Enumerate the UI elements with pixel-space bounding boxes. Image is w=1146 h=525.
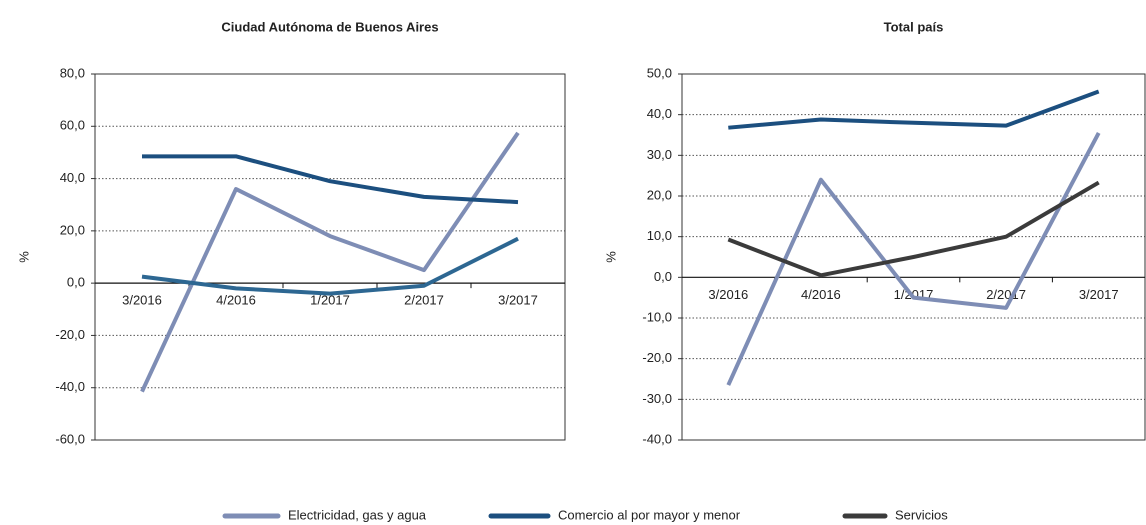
y-tick-label: -10,0 (642, 309, 672, 324)
y-tick-label: 80,0 (60, 65, 85, 80)
y-axis-label: % (16, 251, 31, 263)
x-tick-label: 1/2017 (310, 293, 350, 308)
legend-label: Servicios (895, 507, 948, 522)
y-tick-label: 20,0 (647, 187, 672, 202)
y-axis-label: % (603, 251, 618, 263)
y-tick-label: 0,0 (67, 275, 85, 290)
series-line (140, 131, 520, 393)
x-tick-label: 3/2017 (498, 293, 538, 308)
y-tick-label: 10,0 (647, 228, 672, 243)
x-tick-label: 2/2017 (986, 287, 1026, 302)
y-tick-label: -20,0 (55, 327, 85, 342)
x-tick-label: 3/2016 (708, 287, 748, 302)
x-tick-label: 3/2017 (1079, 287, 1119, 302)
x-tick-label: 3/2016 (122, 293, 162, 308)
x-tick-label: 4/2016 (801, 287, 841, 302)
y-tick-label: 30,0 (647, 147, 672, 162)
y-tick-label: 0,0 (654, 269, 672, 284)
y-tick-label: 60,0 (60, 118, 85, 133)
y-tick-label: 20,0 (60, 222, 85, 237)
y-tick-label: -60,0 (55, 431, 85, 446)
series-line (726, 132, 1101, 386)
y-tick-label: -30,0 (642, 391, 672, 406)
legend-label: Electricidad, gas y agua (288, 507, 427, 522)
x-tick-label: 4/2016 (216, 293, 256, 308)
y-tick-label: 40,0 (60, 170, 85, 185)
y-tick-label: -40,0 (55, 379, 85, 394)
x-tick-label: 2/2017 (404, 293, 444, 308)
plot-frame (681, 73, 1146, 441)
series-line (728, 89, 1100, 130)
series-line (727, 180, 1100, 278)
y-tick-label: -40,0 (642, 431, 672, 446)
chart-title: Ciudad Autónoma de Buenos Aires (221, 19, 438, 34)
chart-title: Total país (884, 19, 944, 34)
y-tick-label: -20,0 (642, 350, 672, 365)
plot-frame (94, 73, 566, 441)
series-line (142, 154, 519, 205)
y-tick-label: 50,0 (647, 65, 672, 80)
series-line (141, 236, 519, 296)
legend-label: Comercio al por mayor y menor (558, 507, 741, 522)
y-tick-label: 40,0 (647, 106, 672, 121)
